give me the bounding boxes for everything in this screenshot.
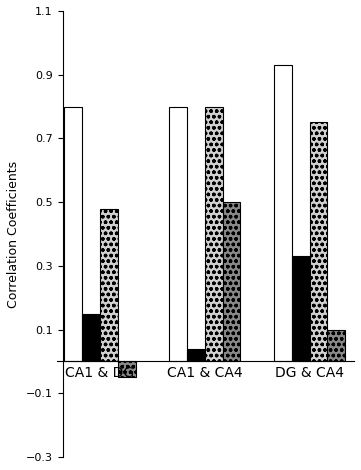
Bar [64, 107, 82, 361]
Bar [292, 256, 309, 361]
Bar [309, 123, 327, 361]
Y-axis label: Correlation Coefficients: Correlation Coefficients [7, 160, 20, 307]
Bar [118, 361, 136, 377]
Bar [187, 349, 205, 361]
Bar [274, 65, 292, 361]
Bar [222, 202, 240, 361]
Bar [169, 107, 187, 361]
Bar [100, 209, 118, 361]
Bar [327, 329, 345, 361]
Bar [82, 313, 100, 361]
Bar [205, 107, 222, 361]
